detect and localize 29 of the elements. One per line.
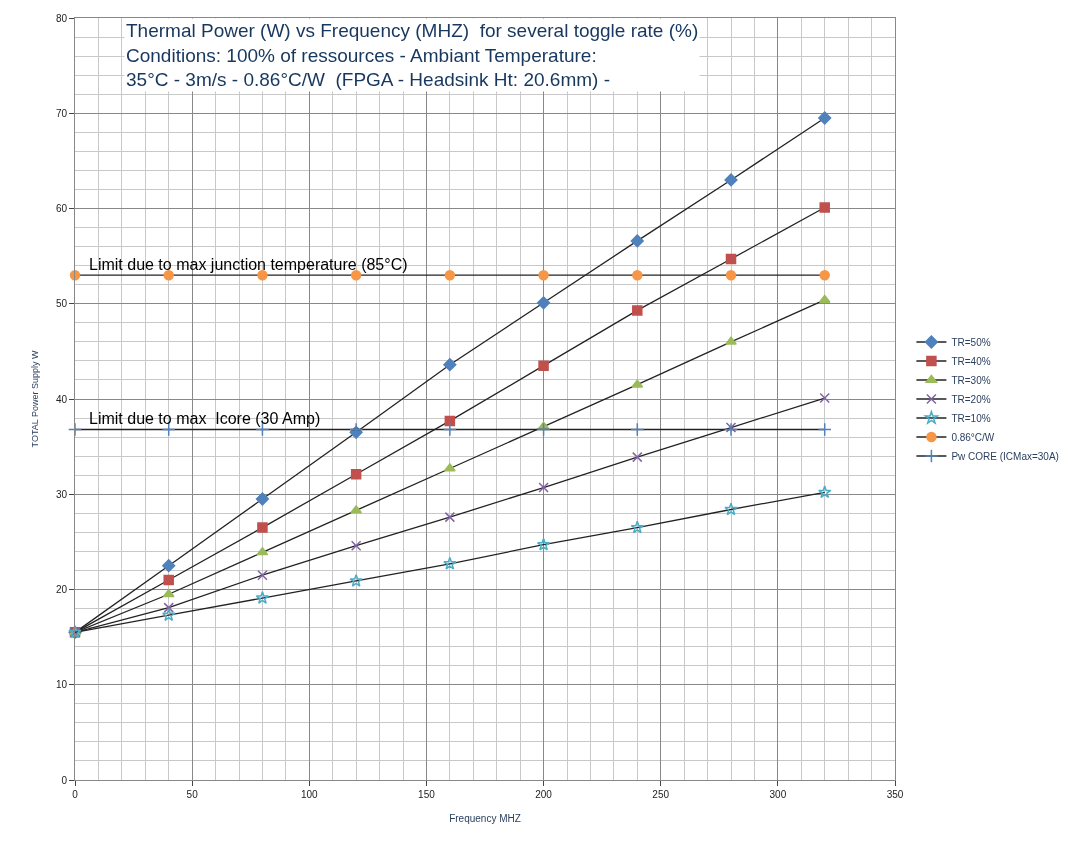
text: Thermal Power (W) vs Frequency (MHZ) for several toggle rate (%) Conditions: 100% of ressources - Ambiant Temperature: 35°C - 3m/s - 0.86°C/W (FPGA - Headsink Ht: 20.6mm) -	[126, 20, 699, 91]
y-tick-label: 60	[55, 203, 68, 214]
legend-label: Pw CORE (ICMax=30A)	[951, 450, 1059, 462]
y-axis-title: TOTAL Power Supply W	[30, 350, 41, 448]
annotation: Limit due to max Icore (30 Amp)	[89, 410, 321, 427]
legend-label: TR=10%	[951, 412, 991, 424]
y-tick-label: 70	[55, 107, 68, 119]
annotation: Limit due to max junction temperature (85°C)	[89, 256, 408, 273]
y-tick-label: 0	[61, 774, 68, 786]
y-tick-label: 20	[55, 584, 68, 595]
y-tick-label: 40	[55, 393, 68, 405]
legend-label: 0.86°C/W	[951, 431, 995, 443]
legend-label: TR=30%	[951, 374, 991, 386]
y-tick-label: 80	[55, 12, 68, 24]
legend-label: TR=20%	[951, 393, 991, 405]
x-tick-label: 0	[72, 789, 79, 800]
y-tick-label: 30	[55, 488, 68, 500]
y-tick-label: 10	[55, 679, 68, 691]
x-tick-label: 150	[418, 789, 436, 800]
x-tick-label: 100	[300, 789, 319, 800]
x-axis-title: Frequency MHZ	[449, 812, 521, 824]
y-tick-label: 50	[55, 298, 68, 310]
x-tick-label: 200	[535, 789, 553, 800]
x-tick-label: 50	[186, 789, 199, 800]
x-tick-label: 350	[886, 789, 904, 800]
x-tick-label: 250	[652, 789, 670, 800]
legend-label: TR=50%	[951, 336, 991, 348]
legend-label: TR=40%	[951, 355, 991, 367]
x-tick-label: 300	[769, 789, 787, 800]
